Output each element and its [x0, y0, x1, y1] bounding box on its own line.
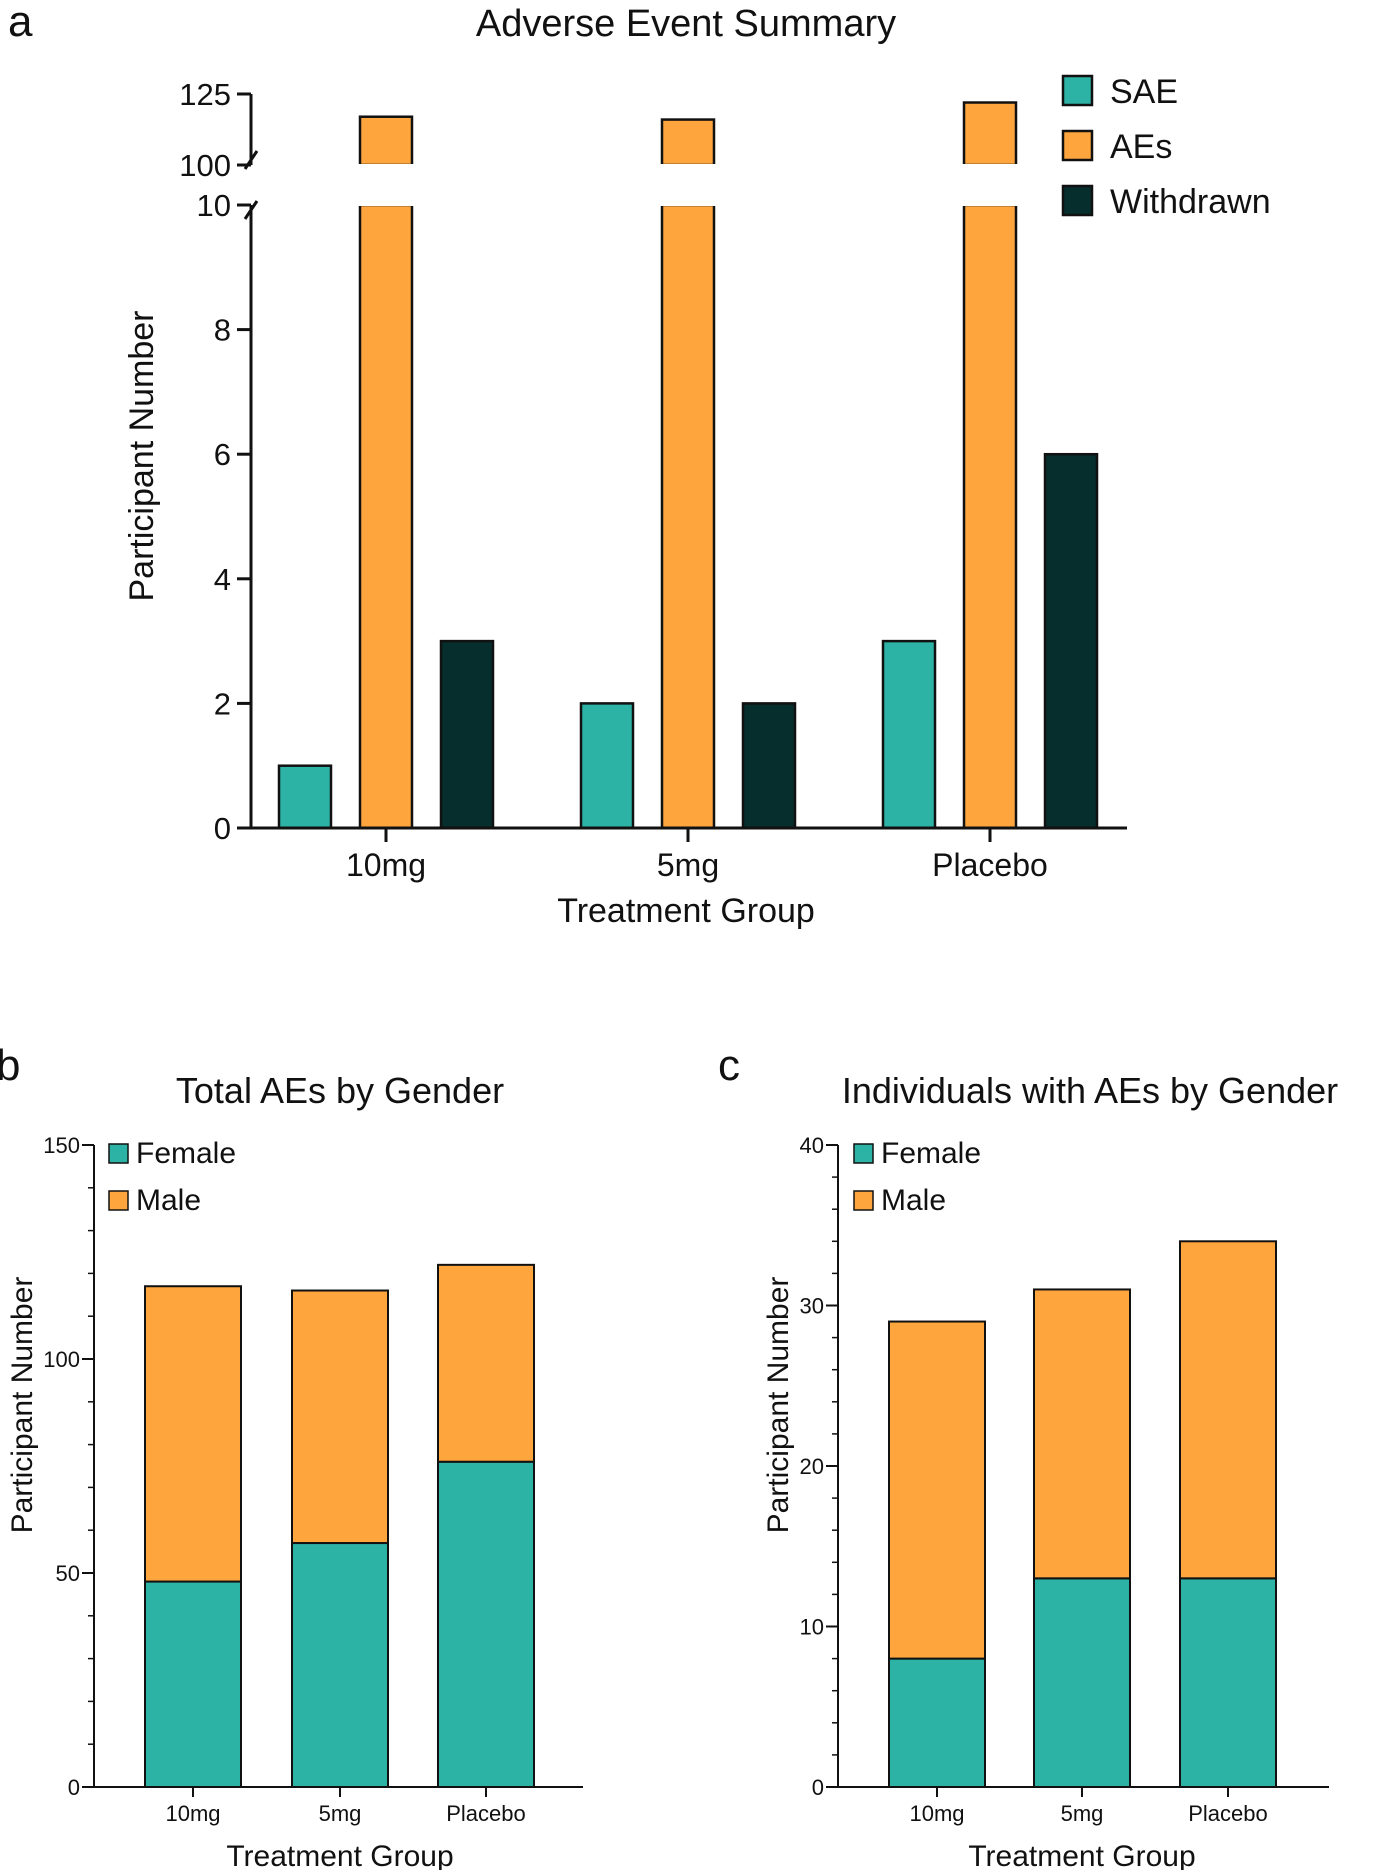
- y-tick-label: 150: [43, 1133, 80, 1158]
- panel-a: a Adverse Event Summary Participant Numb…: [8, 0, 1271, 930]
- bar-aes-placebo-lower: [962, 203, 1018, 830]
- y-tick-label: 100: [179, 148, 231, 183]
- panel-a-plot: 0 2 4 6 8 10 100 125 10mg 5mg Placebo: [179, 77, 1127, 883]
- bar-female-5mg: [291, 1542, 389, 1789]
- panel-a-xlabel: Treatment Group: [557, 892, 815, 930]
- x-tick-label: 5mg: [319, 1801, 362, 1826]
- y-tick-label: 50: [56, 1561, 80, 1586]
- panel-b-ylabel: Participant Number: [6, 1277, 39, 1534]
- y-tick-label: 0: [812, 1775, 824, 1800]
- bar-withdrawn-placebo: [1043, 452, 1099, 830]
- y-tick-label: 6: [214, 437, 231, 472]
- panel-b-plot: 0 50 100 150 10mg 5mg Placebo: [43, 1133, 583, 1826]
- panel-c-legend: Female Male: [853, 1137, 981, 1217]
- x-tick-label: 10mg: [165, 1801, 220, 1826]
- x-tick-label: Placebo: [932, 847, 1048, 883]
- legend-swatch-female: [108, 1143, 129, 1164]
- legend-label-male: Male: [136, 1184, 201, 1217]
- y-tick-label: 40: [800, 1133, 824, 1158]
- bar-aes-10mg-upper: [358, 115, 414, 167]
- x-tick-label: 10mg: [346, 847, 426, 883]
- y-tick-label: 4: [214, 562, 231, 597]
- bar-aes-5mg-upper: [660, 118, 716, 167]
- y-tick-label: 100: [43, 1347, 80, 1372]
- bar-aes-5mg-lower: [660, 203, 716, 830]
- legend-swatch-sae: [1061, 74, 1094, 107]
- bar-withdrawn-5mg: [741, 702, 797, 830]
- x-tick-label: Placebo: [1188, 1801, 1268, 1826]
- y-tick-label: 0: [68, 1775, 80, 1800]
- bar-male-placebo: [437, 1263, 535, 1463]
- x-tick-label: Placebo: [446, 1801, 526, 1826]
- panel-c: c Individuals with AEs by Gender Partici…: [718, 1041, 1338, 1873]
- panel-a-legend: SAE AEs Withdrawn: [1061, 73, 1271, 221]
- bar-sae-placebo: [881, 639, 937, 830]
- y-tick-label: 10: [800, 1615, 824, 1640]
- y-tick-label: 0: [214, 811, 231, 846]
- legend-label-female: Female: [881, 1137, 981, 1170]
- bar-female-10mg: [888, 1657, 986, 1788]
- bar-female-5mg: [1033, 1577, 1131, 1788]
- axis-break-gap: [659, 164, 717, 206]
- legend-swatch-aes: [1061, 129, 1094, 162]
- legend-swatch-male: [853, 1190, 874, 1211]
- panel-c-xlabel: Treatment Group: [968, 1840, 1195, 1870]
- panel-b-title: Total AEs by Gender: [176, 1070, 504, 1111]
- panel-b-legend: Female Male: [108, 1137, 236, 1217]
- panel-c-ylabel: Participant Number: [762, 1277, 795, 1534]
- bar-sae-10mg: [277, 764, 333, 830]
- legend-swatch-male: [108, 1190, 129, 1211]
- axis-break-gap: [961, 164, 1019, 206]
- y-tick-label: 125: [179, 77, 231, 112]
- y-tick-label: 20: [800, 1454, 824, 1479]
- bar-withdrawn-10mg: [439, 639, 495, 830]
- bar-male-5mg: [291, 1289, 389, 1545]
- panel-a-letter: a: [8, 0, 33, 46]
- bar-female-placebo: [437, 1460, 535, 1788]
- x-tick-label: 5mg: [657, 847, 719, 883]
- bar-female-10mg: [144, 1580, 242, 1789]
- bar-aes-placebo-upper: [962, 101, 1018, 167]
- panel-b-xlabel: Treatment Group: [226, 1840, 453, 1870]
- panel-b-letter: b: [0, 1041, 20, 1090]
- panel-c-plot: 0 10 20 30 40 10mg 5mg Placebo: [800, 1133, 1329, 1826]
- bar-male-5mg: [1033, 1288, 1131, 1580]
- axis-break-gap: [357, 164, 415, 206]
- panel-c-letter: c: [718, 1041, 740, 1090]
- y-tick-label: 8: [214, 313, 231, 348]
- legend-label-withdrawn: Withdrawn: [1110, 183, 1271, 221]
- x-tick-label: 5mg: [1061, 1801, 1104, 1826]
- panel-a-title: Adverse Event Summary: [476, 3, 896, 45]
- legend-label-female: Female: [136, 1137, 236, 1170]
- y-tick-label: 2: [214, 686, 231, 721]
- legend-swatch-withdrawn: [1061, 184, 1094, 217]
- bar-male-10mg: [888, 1320, 986, 1660]
- bar-sae-5mg: [579, 702, 635, 830]
- legend-label-male: Male: [881, 1184, 946, 1217]
- panel-b: b Total AEs by Gender Participant Number…: [0, 1041, 583, 1873]
- legend-label-sae: SAE: [1110, 73, 1178, 111]
- y-tick-label: 10: [197, 188, 231, 223]
- legend-label-aes: AEs: [1110, 128, 1172, 166]
- panel-c-title: Individuals with AEs by Gender: [842, 1070, 1338, 1111]
- bar-male-10mg: [144, 1285, 242, 1583]
- bar-aes-10mg-lower: [358, 203, 414, 830]
- y-tick-label: 30: [800, 1294, 824, 1319]
- x-tick-label: 10mg: [909, 1801, 964, 1826]
- legend-swatch-female: [853, 1143, 874, 1164]
- y-axis-break-mark: [243, 200, 259, 220]
- bar-female-placebo: [1179, 1577, 1277, 1788]
- bar-male-placebo: [1179, 1240, 1277, 1580]
- panel-a-ylabel: Participant Number: [123, 310, 161, 601]
